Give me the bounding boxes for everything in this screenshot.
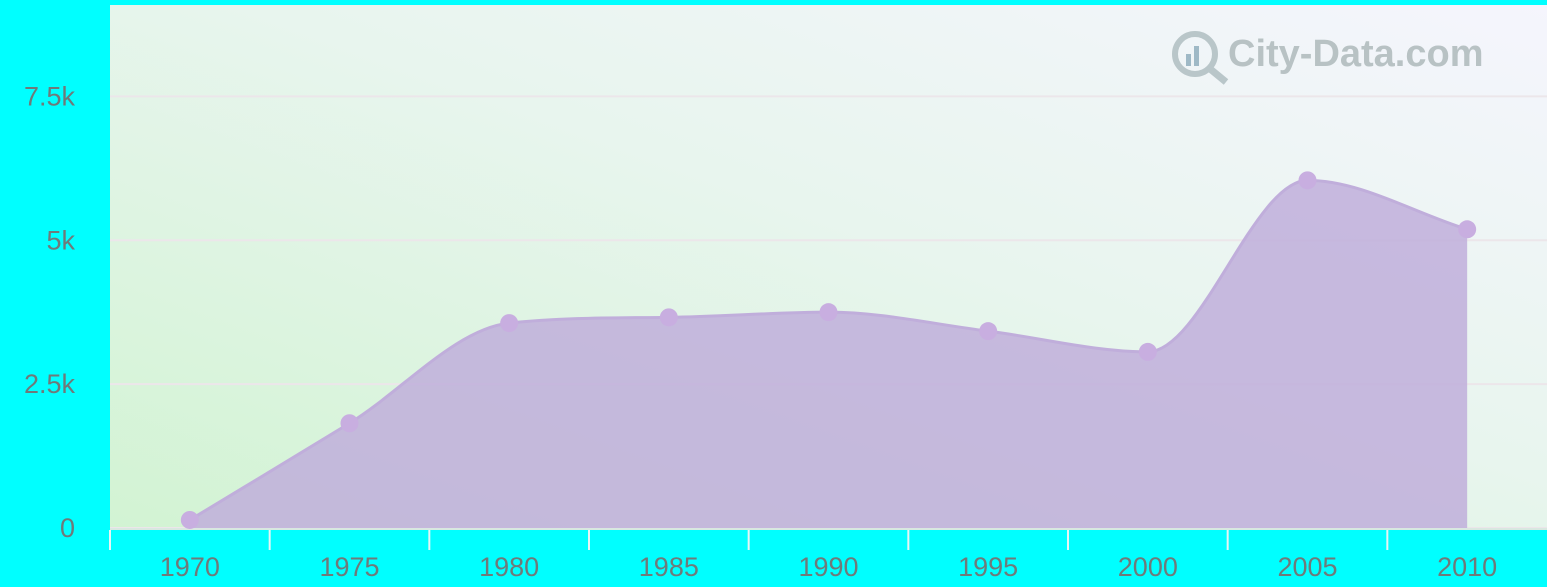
data-point [180, 510, 199, 529]
data-point [979, 322, 998, 341]
x-tick-label: 2010 [1437, 552, 1497, 582]
area [189, 180, 1468, 528]
data-point [500, 314, 519, 333]
x-tick-label: 1995 [958, 552, 1018, 582]
y-tick-label: 0 [60, 513, 75, 543]
x-tick-label: 1985 [639, 552, 699, 582]
data-point [340, 414, 359, 433]
y-tick-label: 2.5k [24, 369, 76, 399]
x-tick-label: 2000 [1118, 552, 1178, 582]
data-point [1138, 342, 1157, 361]
x-tick-label: 2005 [1277, 552, 1337, 582]
x-tick-label: 1990 [798, 552, 858, 582]
y-tick-label: 7.5k [24, 81, 76, 111]
watermark: City-Data.com [1172, 31, 1484, 85]
data-point [1298, 171, 1317, 190]
data-point [659, 308, 678, 327]
data-point [819, 303, 838, 322]
watermark-text: City-Data.com [1228, 33, 1484, 75]
x-tick-label: 1980 [479, 552, 539, 582]
x-tick-label: 1975 [319, 552, 379, 582]
data-point [1458, 220, 1477, 239]
x-tick-label: 1970 [160, 552, 220, 582]
y-tick-label: 5k [46, 225, 75, 255]
